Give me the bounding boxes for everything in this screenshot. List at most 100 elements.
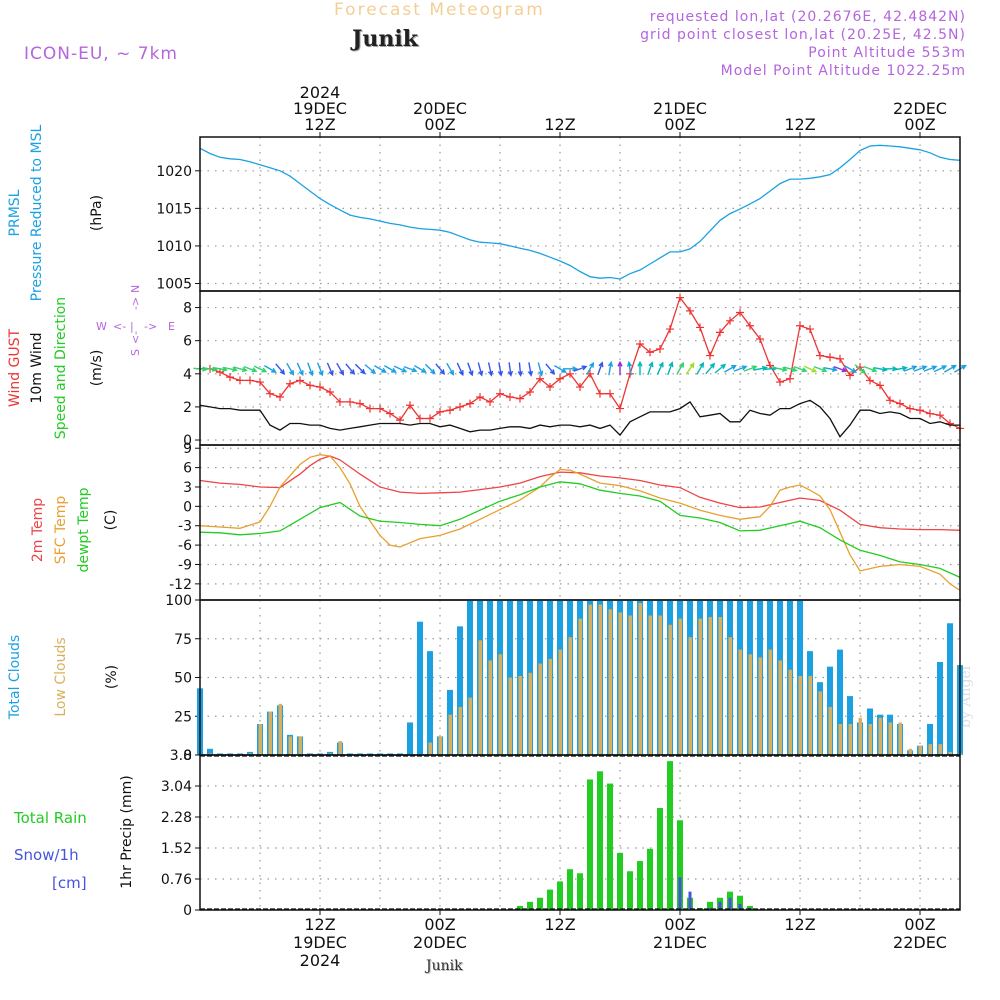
rain-label: Total Rain bbox=[13, 809, 87, 827]
y-tick-label: 1.52 bbox=[161, 841, 192, 857]
low-cloud-bar bbox=[328, 753, 332, 755]
gust-point bbox=[446, 406, 454, 415]
top-time-label: 00Z bbox=[424, 115, 455, 134]
total-clouds-label: Total Clouds bbox=[7, 635, 23, 720]
gust-point bbox=[676, 293, 684, 302]
wind-direction-arrow bbox=[823, 366, 838, 372]
low-cloud-bar bbox=[258, 724, 262, 755]
y-tick-label: -12 bbox=[169, 577, 192, 593]
gust-point bbox=[416, 414, 424, 423]
wind-direction-arrow bbox=[527, 362, 534, 377]
wind-direction-arrow bbox=[424, 363, 436, 375]
low-cloud-bar bbox=[928, 744, 932, 755]
wind-direction-arrow bbox=[685, 362, 695, 375]
gust-point bbox=[296, 376, 304, 385]
wind-direction-arrow bbox=[637, 360, 643, 376]
total-clouds-label-line-0: Total Clouds bbox=[7, 635, 23, 720]
low-cloud-bar bbox=[658, 615, 662, 755]
station-name: Junik bbox=[352, 26, 418, 52]
total-cloud-bar bbox=[207, 748, 213, 755]
pressure-unit: (hPa) bbox=[89, 195, 105, 231]
total-cloud-bar bbox=[417, 621, 423, 755]
snow-bar bbox=[718, 901, 722, 910]
rain-bar bbox=[537, 897, 543, 910]
low-cloud-bar bbox=[568, 637, 572, 755]
rain-bar bbox=[567, 869, 573, 910]
low-cloud-bar bbox=[608, 609, 612, 755]
gust-point bbox=[226, 373, 234, 382]
gust-point bbox=[616, 404, 624, 413]
total-cloud-bar bbox=[387, 753, 393, 755]
compass-w-arrow: <- bbox=[113, 320, 126, 333]
low-cloud-bar bbox=[508, 677, 512, 755]
wind-direction-arrow bbox=[783, 366, 798, 373]
model-label: ICON-EU, ~ 7km bbox=[24, 44, 178, 64]
y-tick-label: -6 bbox=[178, 538, 192, 554]
pressure-label-short: PRMSL bbox=[7, 189, 23, 236]
compass-rose: W <- | -> EN-><-S bbox=[96, 285, 175, 356]
compass-n: N bbox=[129, 285, 142, 293]
precip-unit-line-0: 1hr Precip (mm) bbox=[119, 775, 135, 888]
rain-bar bbox=[617, 852, 623, 910]
low-cloud-bar bbox=[788, 669, 792, 755]
wind-unit-line-0: (m/s) bbox=[89, 350, 105, 387]
temp2m-label: 2m Temp bbox=[30, 498, 46, 562]
y-tick-label: 75 bbox=[174, 632, 192, 648]
y-tick-label: 1005 bbox=[156, 276, 192, 292]
rain-bar bbox=[547, 889, 553, 910]
wind-direction-arrow bbox=[803, 365, 818, 373]
low-cloud-bar bbox=[908, 748, 912, 755]
gust-point bbox=[946, 419, 954, 428]
wind-direction-arrow bbox=[676, 361, 685, 375]
y-tick-label: 100 bbox=[165, 593, 192, 609]
wind-gust-label: Wind GUST bbox=[7, 328, 23, 407]
wind-direction-arrow bbox=[345, 363, 356, 375]
point-altitude: Point Altitude 553m bbox=[808, 45, 966, 61]
low-cloud-bar bbox=[558, 649, 562, 755]
wind-direction-arrow bbox=[854, 364, 867, 374]
series-line-2m-temp bbox=[199, 455, 961, 531]
clouds-unit-line-0: (%) bbox=[104, 665, 120, 689]
gust-point bbox=[646, 348, 654, 357]
snow-bar bbox=[678, 877, 682, 910]
bottom-time-label: 12Z bbox=[544, 915, 575, 934]
total-cloud-bar bbox=[937, 662, 943, 755]
low-cloud-bar bbox=[708, 617, 712, 755]
low-clouds-label: Low Clouds bbox=[53, 637, 69, 716]
low-cloud-bar bbox=[538, 663, 542, 755]
rain-bar bbox=[637, 861, 643, 910]
low-cloud-bar bbox=[338, 741, 342, 755]
rain-bar bbox=[627, 871, 633, 910]
gust-point bbox=[896, 399, 904, 408]
clouds-unit: (%) bbox=[104, 665, 120, 689]
wind-direction-label: Speed and Direction bbox=[53, 297, 69, 439]
bottom-time-label: 00Z bbox=[904, 915, 935, 934]
low-cloud-bar bbox=[688, 637, 692, 755]
snow-label: Snow/1h bbox=[14, 846, 79, 864]
top-time-label: 12Z bbox=[544, 115, 575, 134]
gust-point bbox=[716, 328, 724, 337]
gust-point bbox=[346, 397, 354, 406]
bottom-time-label: 21DEC bbox=[653, 933, 707, 952]
precip-unit: 1hr Precip (mm) bbox=[119, 775, 135, 888]
rain-bar bbox=[587, 779, 593, 910]
low-cloud-bar bbox=[808, 675, 812, 755]
gust-point bbox=[426, 414, 434, 423]
total-cloud-bar bbox=[347, 753, 353, 755]
wind-direction-arrow bbox=[275, 363, 286, 375]
y-tick-label: -3 bbox=[178, 519, 192, 535]
gust-point bbox=[566, 369, 574, 378]
wind-direction-arrow bbox=[863, 365, 878, 373]
wind-direction-arrow bbox=[507, 362, 514, 377]
compass-s-arrow: <- bbox=[129, 331, 142, 344]
low-cloud-bar bbox=[468, 697, 472, 755]
gust-point bbox=[776, 378, 784, 387]
gust-point bbox=[746, 321, 754, 330]
wind-direction-arrow bbox=[597, 361, 604, 376]
gust-point bbox=[526, 388, 534, 397]
gust-point bbox=[476, 392, 484, 401]
low-cloud-bar bbox=[288, 736, 292, 755]
total-cloud-bar bbox=[467, 600, 473, 755]
temp-unit: (C) bbox=[103, 510, 119, 531]
rain-bar bbox=[597, 771, 603, 910]
